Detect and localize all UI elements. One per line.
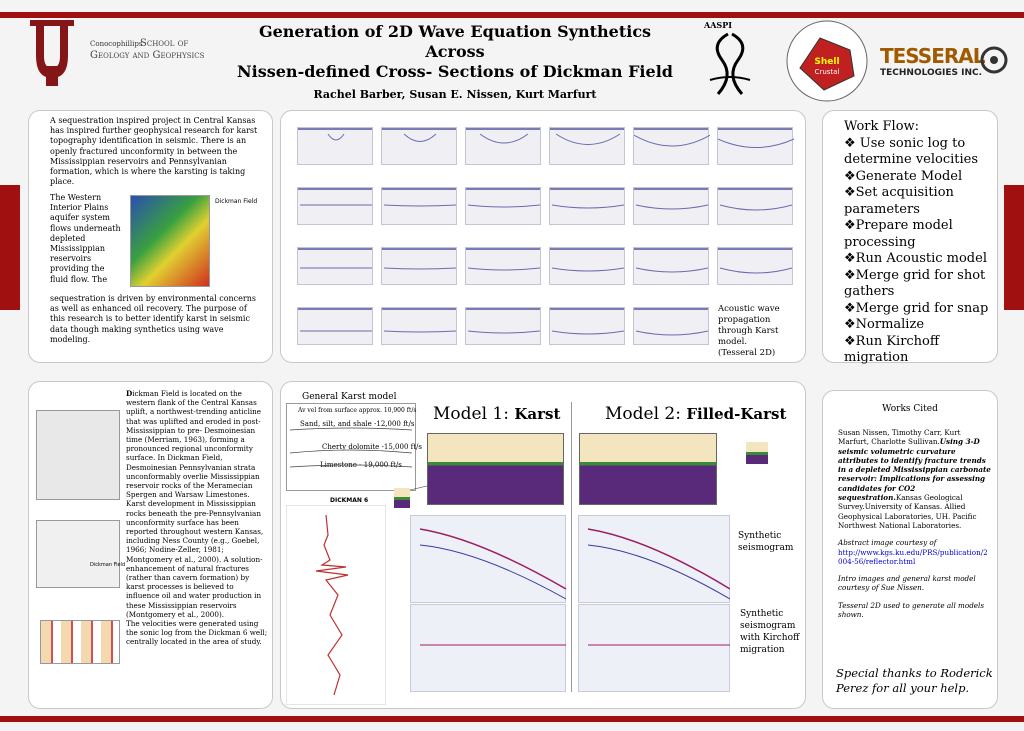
aaspi-logo: AASPI [698,20,762,100]
snapshot-tile [465,247,541,285]
intro-map-label: Dickman Field [215,198,258,205]
model2-image [579,433,717,505]
green-model-thumb [394,488,410,508]
intro-side-text: The Western Interior Plains aquifer syst… [50,193,121,284]
reference-link[interactable]: http://www.kgs.ku.edu/PRS/publication/20… [838,547,988,566]
works-cited-panel [822,390,998,709]
snapshot-tile [633,247,709,285]
snapshot-tile [717,187,793,225]
snapshot-tile [297,307,373,345]
snapshot-tile [549,307,625,345]
tesseral-logo: TESSERAL TECHNOLOGIES INC. [880,44,1010,84]
school-logo: Conocophillips School of Geology and Geo… [90,38,230,80]
svg-text:Crustal: Crustal [815,68,840,76]
model-divider [571,402,572,692]
workflow-heading: Work Flow: [844,119,920,134]
snapshot-tile [633,307,709,345]
svg-text:Shell: Shell [814,57,839,67]
workflow-item: ❖Generate Model [844,168,963,184]
authors: Rachel Barber, Susan E. Nissen, Kurt Mar… [313,88,597,101]
left-band [0,185,20,310]
school-geology-seal: Shell Crustal [780,18,874,104]
kansas-map [36,410,120,500]
dickman-map-label: Dickman Field [90,562,126,568]
workflow-list: Work Flow: ❖ Use sonic log to determine … [844,119,994,367]
workflow-item: ❖Set acquisition parameters [844,185,954,217]
synthetic-curves [419,528,730,646]
intro-map [130,195,210,287]
model1-image [427,433,564,505]
snapshot-tile [381,127,457,165]
dickman-location-map [36,520,120,588]
snapshot-tile [465,187,541,225]
snapshot-tile [297,247,373,285]
school-line1: Conocophillips [90,40,143,48]
karst-model-lines [289,427,413,468]
workflow-item: ❖Run Kirchoff migration [844,333,940,366]
well-log [286,505,386,705]
well-log-label: DICKMAN 6 [330,497,369,504]
school-line3: Geology and Geophysics [90,50,205,61]
karst-model-line1: Av vel from surface approx. 10,900 ft/s [298,407,417,414]
snapshot-tile [549,247,625,285]
workflow-item: ❖Prepare model processing [844,218,953,250]
snapshot-tile [381,187,457,225]
model2-migration [578,604,730,692]
green-model-thumb-2 [746,442,768,464]
dropcap: D [126,389,133,398]
intro-text-2: sequestration is driven by environmental… [50,294,256,344]
snapshot-tile [381,247,457,285]
thanks: Special thanks to Roderick Perez for all… [836,666,993,695]
snapshot-tile [633,187,709,225]
model1-synthetic [410,515,566,603]
snapshot-tile [465,307,541,345]
workflow-item: ❖ Use sonic log to determine velocities [844,135,979,168]
synthetic-label: Synthetic seismogram [738,531,794,553]
snapshot-tile [717,247,793,285]
model1-migration [410,604,566,692]
karst-model-line3: Cherty dolomite -15,000 ft/s [322,443,422,451]
right-band [1004,185,1024,310]
snapshot-tile [297,127,373,165]
ou-logo [22,16,82,88]
workflow-item: ❖Normalize [844,317,925,332]
top-bar [0,12,1024,18]
gear-icon [980,46,1008,74]
snapshot-tile [297,187,373,225]
migration-label: Synthetic seismogram with Kirchoff migra… [740,609,800,655]
snapshot-tile [549,187,625,225]
intro-text: A sequestration inspired project in Cent… [50,116,258,187]
workflow-item: ❖Run Acoustic model [844,251,987,266]
bottom-bar [0,716,1024,722]
karst-model-heading: General Karst model [302,392,397,402]
snapshot-tile [549,127,625,165]
poster-title: Generation of 2D Wave Equation Synthetic… [237,22,673,81]
workflow-item: ❖Merge grid for shot gathers [844,267,986,300]
model1-title: Model 1: Karst [433,404,561,424]
model2-synthetic [578,515,730,603]
workflow-item: ❖Merge grid for snap [844,300,989,316]
snapshot-tile [465,127,541,165]
works-cited-heading: Works Cited [882,404,938,414]
karst-model-line2: Sand, silt, and shale -12,000 ft/s [300,420,415,428]
cross-section-thumbnails [40,620,120,664]
snapshot-tile [381,307,457,345]
snapshot-tile [717,127,794,165]
workflow-panel [822,110,998,363]
karst-model-diagram [286,403,416,491]
snapshot-tile [633,127,710,165]
propagation-caption: Acoustic wave propagation through Karst … [718,304,780,358]
dickman-text: Dickman Field is located on the western … [126,389,268,647]
works-cited-body: Susan Nissen, Timothy Carr, Kurt Marfurt… [838,428,991,620]
model2-title: Model 2: Filled-Karst [605,404,787,424]
school-line2: School of [140,38,189,49]
